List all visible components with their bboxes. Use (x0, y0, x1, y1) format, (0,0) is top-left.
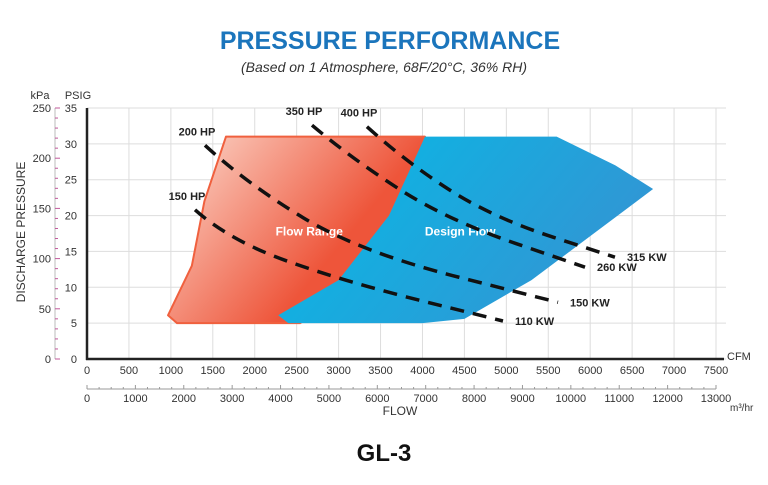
power-line-150hp (193, 208, 504, 323)
hp-label: 200 HP (179, 126, 216, 138)
x-tick-label: 500 (120, 365, 138, 377)
x2-tick-label: 11000 (604, 393, 634, 405)
y-unit-label: PSIG (65, 90, 91, 102)
hp-label: 150 HP (169, 191, 206, 203)
x-tick-label: 6000 (578, 365, 602, 377)
x-tick-label: 7000 (662, 365, 686, 377)
power-line-350hp (310, 123, 586, 269)
x2-tick-label: 5000 (317, 393, 341, 405)
power-line-400hp (365, 125, 616, 259)
y2-tick-label: 100 (33, 254, 51, 266)
y-tick-label: 0 (71, 354, 77, 366)
x-unit-label: CFM (727, 351, 751, 363)
hp-label: 400 HP (341, 108, 378, 120)
x2-tick-label: 0 (84, 393, 90, 405)
x2-tick-label: 2000 (172, 393, 196, 405)
y-tick-label: 35 (65, 103, 77, 115)
design-flow-region (278, 136, 654, 324)
kw-label: 315 KW (627, 252, 667, 264)
kw-label: 110 KW (515, 316, 555, 328)
x-tick-label: 4500 (452, 365, 476, 377)
y-tick-label: 10 (65, 282, 77, 294)
x2-tick-label: 3000 (220, 393, 244, 405)
design-flow-label: Design Flow (425, 225, 496, 239)
y-tick-label: 25 (65, 175, 77, 187)
x-tick-label: 0 (84, 365, 90, 377)
x2-unit-label: m³/hr (730, 403, 754, 414)
y-tick-label: 20 (65, 211, 77, 223)
x-tick-label: 1000 (159, 365, 183, 377)
y2-unit-label: kPa (31, 90, 51, 102)
y2-tick-label: 50 (39, 304, 51, 316)
x-tick-label: 7500 (704, 365, 728, 377)
y2-tick-label: 250 (33, 103, 51, 115)
flow-range-label: Flow Range (276, 225, 344, 239)
y-tick-label: 5 (71, 318, 77, 330)
x-tick-label: 1500 (201, 365, 225, 377)
x2-tick-label: 12000 (652, 393, 683, 405)
chart-subtitle: (Based on 1 Atmosphere, 68F/20°C, 36% RH… (241, 59, 527, 75)
x2-tick-label: 1000 (123, 393, 147, 405)
kw-label: 150 KW (570, 297, 610, 309)
x-axis-label: FLOW (383, 404, 418, 418)
x-tick-label: 4000 (410, 365, 434, 377)
x2-tick-label: 7000 (413, 393, 437, 405)
hp-label: 350 HP (286, 106, 323, 118)
chart-title: PRESSURE PERFORMANCE (220, 27, 560, 55)
x2-tick-label: 13000 (701, 393, 732, 405)
x-tick-label: 3500 (368, 365, 392, 377)
y-tick-label: 30 (65, 139, 77, 151)
y-tick-label: 15 (65, 246, 77, 258)
x-tick-label: 5000 (494, 365, 518, 377)
power-line-200hp (203, 144, 559, 305)
x-tick-label: 6500 (620, 365, 644, 377)
x2-tick-label: 8000 (462, 393, 486, 405)
x2-tick-label: 9000 (510, 393, 534, 405)
kw-label: 260 KW (597, 262, 637, 274)
y2-tick-label: 0 (45, 354, 51, 366)
x-tick-label: 2500 (284, 365, 308, 377)
x2-tick-label: 6000 (365, 393, 389, 405)
x-tick-label: 3000 (326, 365, 350, 377)
y-axis-label: DISCHARGE PRESSURE (14, 162, 28, 303)
x-tick-label: 5500 (536, 365, 560, 377)
x2-tick-label: 4000 (268, 393, 292, 405)
x-tick-label: 2000 (242, 365, 266, 377)
y2-tick-label: 200 (33, 153, 51, 165)
model-label: GL-3 (357, 440, 412, 467)
x2-tick-label: 10000 (556, 393, 587, 405)
y2-tick-label: 150 (33, 203, 51, 215)
